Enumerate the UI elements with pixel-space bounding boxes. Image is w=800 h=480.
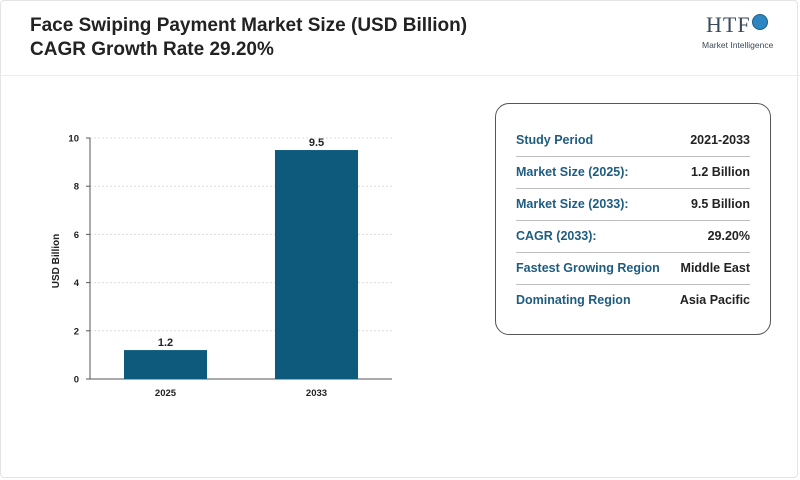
info-row: Market Size (2033): 9.5 Billion xyxy=(516,188,750,221)
y-tick-label: 10 xyxy=(68,134,79,145)
info-value: Asia Pacific xyxy=(679,293,750,307)
bar-2033 xyxy=(274,150,359,379)
y-tick-label: 2 xyxy=(74,326,79,337)
y-tick-label: 6 xyxy=(74,230,79,241)
info-label: Market Size (2033): xyxy=(516,197,629,211)
y-tick-label: 4 xyxy=(74,278,80,289)
logo-mark: HTF xyxy=(706,12,751,37)
bar-2025 xyxy=(123,350,208,379)
info-label: Fastest Growing Region xyxy=(516,261,660,275)
data-label-2033: 9.5 xyxy=(309,137,324,149)
info-row: CAGR (2033): 29.20% xyxy=(516,220,750,253)
chart-labels: 0 2 4 6 8 10 1.2 2025 9.5 2033 xyxy=(68,134,327,400)
info-row: Market Size (2025): 1.2 Billion xyxy=(516,156,750,189)
chart-bars xyxy=(123,150,359,379)
market-summary-card: Study Period 2021-2033 Market Size (2025):… xyxy=(495,103,771,335)
info-label: Market Size (2025): xyxy=(516,165,629,179)
info-value: 29.20% xyxy=(707,229,750,243)
info-value: 2021-2033 xyxy=(690,133,750,147)
info-label: Study Period xyxy=(516,133,594,147)
y-tick-label: 8 xyxy=(74,182,79,193)
info-label: CAGR (2033): xyxy=(516,229,597,243)
info-value: 9.5 Billion xyxy=(690,197,750,211)
info-value: Middle East xyxy=(680,261,750,275)
y-tick-label: 0 xyxy=(74,375,79,386)
globe-icon xyxy=(752,14,768,30)
info-value: 1.2 Billion xyxy=(690,165,750,179)
info-label: Dominating Region xyxy=(516,293,631,307)
info-row: Study Period 2021-2033 xyxy=(516,124,750,157)
y-axis-label: USD Billion xyxy=(51,234,62,288)
title-line-1: Face Swiping Payment Market Size (USD Bi… xyxy=(30,15,468,36)
htf-logo: HTF Market Intelligence xyxy=(702,12,774,58)
x-tick-label-2025: 2025 xyxy=(155,388,177,399)
info-row: Fastest Growing Region Middle East xyxy=(516,252,750,285)
title-line-2: CAGR Growth Rate 29.20% xyxy=(30,39,274,60)
x-tick-label-2033: 2033 xyxy=(306,388,327,399)
page-title: Face Swiping Payment Market Size (USD Bi… xyxy=(30,14,467,62)
data-label-2025: 1.2 xyxy=(158,337,173,349)
logo-subtitle: Market Intelligence xyxy=(702,40,774,50)
info-row: Dominating Region Asia Pacific xyxy=(516,284,750,316)
header: Face Swiping Payment Market Size (USD Bi… xyxy=(0,0,800,76)
bar-chart: 0 2 4 6 8 10 1.2 2025 9.5 2033 USD Billion xyxy=(51,134,392,400)
